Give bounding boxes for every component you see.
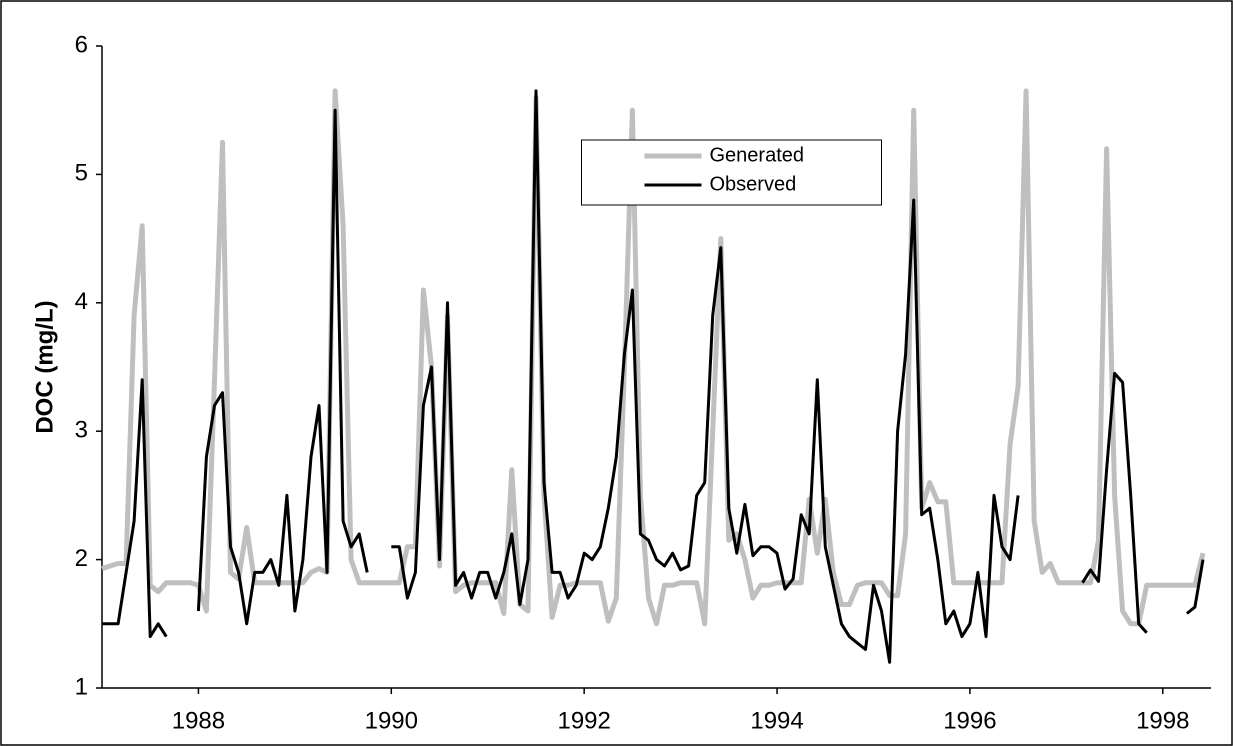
y-axis-label: DOC (mg/L) — [31, 300, 58, 433]
y-tick-label: 6 — [75, 31, 88, 58]
data-line — [101, 88, 1206, 627]
y-tick-label: 4 — [75, 288, 88, 315]
y-tick-label: 2 — [75, 545, 88, 572]
x-tick-label: 1998 — [1136, 707, 1189, 734]
legend-label: Observed — [710, 173, 797, 195]
x-tick-label: 1996 — [943, 707, 996, 734]
y-tick-label: 1 — [75, 673, 88, 700]
x-tick-label: 1990 — [365, 707, 418, 734]
x-tick-label: 1994 — [750, 707, 803, 734]
data-line — [102, 89, 1205, 664]
y-tick-label: 5 — [75, 160, 88, 187]
legend-box — [581, 139, 882, 206]
x-tick-label: 1988 — [172, 707, 225, 734]
y-tick-label: 3 — [75, 417, 88, 444]
x-tick-label: 1992 — [557, 707, 610, 734]
legend-label: Generated — [710, 144, 805, 166]
